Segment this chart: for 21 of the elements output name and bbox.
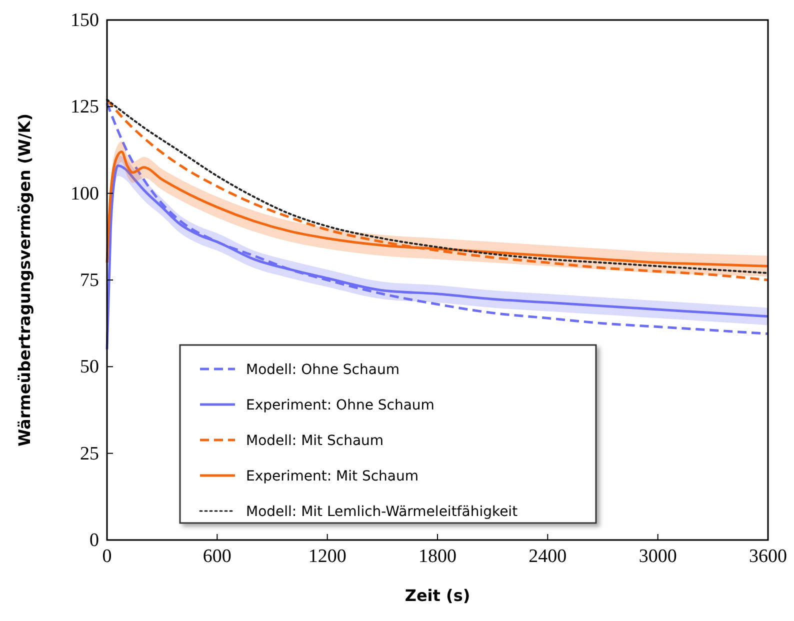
legend-label: Modell: Mit Lemlich-Wärmeleitfähigkeit — [246, 504, 518, 520]
y-axis-title: Wärmeübertragungsvermögen (W/K) — [15, 113, 34, 447]
x-tick-label: 3000 — [638, 546, 677, 567]
y-tick-label: 150 — [70, 10, 99, 31]
y-tick-label: 125 — [70, 96, 99, 118]
legend-label: Modell: Ohne Schaum — [246, 362, 400, 378]
y-tick-label: 25 — [80, 443, 99, 464]
x-tick-label: 1800 — [418, 546, 456, 567]
y-tick-label: 0 — [90, 530, 99, 551]
x-tick-label: 3600 — [749, 546, 787, 567]
legend-label: Modell: Mit Schaum — [246, 433, 384, 449]
x-tick-label: 1200 — [308, 546, 346, 567]
x-tick-label: 600 — [202, 546, 232, 567]
y-tick-label: 100 — [70, 183, 99, 204]
legend-label: Experiment: Mit Schaum — [246, 468, 419, 484]
y-tick-label: 50 — [80, 356, 99, 378]
y-tick-label: 75 — [80, 270, 99, 291]
x-axis-title: Zeit (s) — [404, 586, 470, 605]
legend-label: Experiment: Ohne Schaum — [246, 398, 434, 414]
x-tick-label: 2400 — [528, 546, 567, 567]
x-tick-label: 0 — [102, 546, 112, 567]
